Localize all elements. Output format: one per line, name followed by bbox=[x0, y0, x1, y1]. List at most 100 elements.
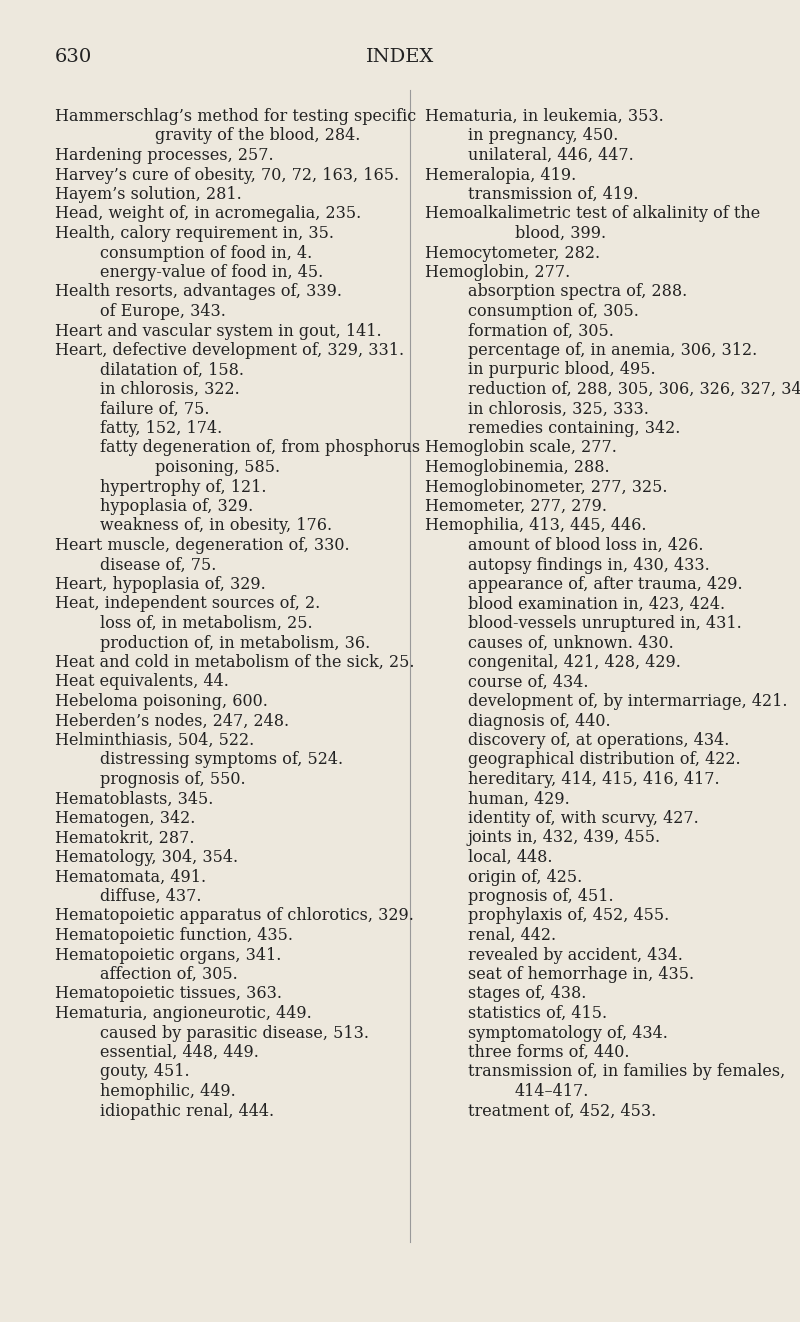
Text: caused by parasitic disease, 513.: caused by parasitic disease, 513. bbox=[100, 1025, 369, 1042]
Text: Hemophilia, 413, 445, 446.: Hemophilia, 413, 445, 446. bbox=[425, 517, 646, 534]
Text: joints in, 432, 439, 455.: joints in, 432, 439, 455. bbox=[468, 829, 661, 846]
Text: seat of hemorrhage in, 435.: seat of hemorrhage in, 435. bbox=[468, 966, 694, 984]
Text: autopsy findings in, 430, 433.: autopsy findings in, 430, 433. bbox=[468, 557, 710, 574]
Text: INDEX: INDEX bbox=[366, 48, 434, 66]
Text: poisoning, 585.: poisoning, 585. bbox=[155, 459, 280, 476]
Text: discovery of, at operations, 434.: discovery of, at operations, 434. bbox=[468, 732, 730, 750]
Text: affection of, 305.: affection of, 305. bbox=[100, 966, 238, 984]
Text: fatty, 152, 174.: fatty, 152, 174. bbox=[100, 420, 222, 438]
Text: gravity of the blood, 284.: gravity of the blood, 284. bbox=[155, 127, 360, 144]
Text: Hematokrit, 287.: Hematokrit, 287. bbox=[55, 829, 194, 846]
Text: appearance of, after trauma, 429.: appearance of, after trauma, 429. bbox=[468, 576, 742, 594]
Text: formation of, 305.: formation of, 305. bbox=[468, 323, 614, 340]
Text: in chlorosis, 325, 333.: in chlorosis, 325, 333. bbox=[468, 401, 649, 418]
Text: reduction of, 288, 305, 306, 326, 327, 349.: reduction of, 288, 305, 306, 326, 327, 3… bbox=[468, 381, 800, 398]
Text: remedies containing, 342.: remedies containing, 342. bbox=[468, 420, 680, 438]
Text: Heberden’s nodes, 247, 248.: Heberden’s nodes, 247, 248. bbox=[55, 713, 289, 730]
Text: dilatation of, 158.: dilatation of, 158. bbox=[100, 361, 244, 378]
Text: gouty, 451.: gouty, 451. bbox=[100, 1063, 190, 1080]
Text: absorption spectra of, 288.: absorption spectra of, 288. bbox=[468, 283, 687, 300]
Text: Hammerschlag’s method for testing specific: Hammerschlag’s method for testing specif… bbox=[55, 108, 416, 126]
Text: 414–417.: 414–417. bbox=[515, 1083, 590, 1100]
Text: Hematopoietic apparatus of chlorotics, 329.: Hematopoietic apparatus of chlorotics, 3… bbox=[55, 907, 414, 924]
Text: geographical distribution of, 422.: geographical distribution of, 422. bbox=[468, 751, 741, 768]
Text: loss of, in metabolism, 25.: loss of, in metabolism, 25. bbox=[100, 615, 313, 632]
Text: in purpuric blood, 495.: in purpuric blood, 495. bbox=[468, 361, 656, 378]
Text: Hematogen, 342.: Hematogen, 342. bbox=[55, 810, 195, 828]
Text: Health resorts, advantages of, 339.: Health resorts, advantages of, 339. bbox=[55, 283, 342, 300]
Text: course of, 434.: course of, 434. bbox=[468, 673, 589, 690]
Text: stages of, 438.: stages of, 438. bbox=[468, 985, 586, 1002]
Text: Heat and cold in metabolism of the sick, 25.: Heat and cold in metabolism of the sick,… bbox=[55, 654, 414, 672]
Text: weakness of, in obesity, 176.: weakness of, in obesity, 176. bbox=[100, 517, 332, 534]
Text: transmission of, 419.: transmission of, 419. bbox=[468, 186, 638, 204]
Text: failure of, 75.: failure of, 75. bbox=[100, 401, 210, 418]
Text: revealed by accident, 434.: revealed by accident, 434. bbox=[468, 947, 683, 964]
Text: 630: 630 bbox=[55, 48, 92, 66]
Text: hereditary, 414, 415, 416, 417.: hereditary, 414, 415, 416, 417. bbox=[468, 771, 720, 788]
Text: Helminthiasis, 504, 522.: Helminthiasis, 504, 522. bbox=[55, 732, 254, 750]
Text: production of, in metabolism, 36.: production of, in metabolism, 36. bbox=[100, 635, 370, 652]
Text: fatty degeneration of, from phosphorus: fatty degeneration of, from phosphorus bbox=[100, 439, 420, 456]
Text: Hematomata, 491.: Hematomata, 491. bbox=[55, 869, 206, 886]
Text: development of, by intermarriage, 421.: development of, by intermarriage, 421. bbox=[468, 693, 787, 710]
Text: disease of, 75.: disease of, 75. bbox=[100, 557, 216, 574]
Text: essential, 448, 449.: essential, 448, 449. bbox=[100, 1044, 259, 1062]
Text: Heart muscle, degeneration of, 330.: Heart muscle, degeneration of, 330. bbox=[55, 537, 350, 554]
Text: causes of, unknown. 430.: causes of, unknown. 430. bbox=[468, 635, 674, 652]
Text: percentage of, in anemia, 306, 312.: percentage of, in anemia, 306, 312. bbox=[468, 342, 758, 360]
Text: in pregnancy, 450.: in pregnancy, 450. bbox=[468, 127, 618, 144]
Text: prognosis of, 451.: prognosis of, 451. bbox=[468, 888, 614, 906]
Text: origin of, 425.: origin of, 425. bbox=[468, 869, 582, 886]
Text: three forms of, 440.: three forms of, 440. bbox=[468, 1044, 630, 1062]
Text: identity of, with scurvy, 427.: identity of, with scurvy, 427. bbox=[468, 810, 698, 828]
Text: Head, weight of, in acromegalia, 235.: Head, weight of, in acromegalia, 235. bbox=[55, 205, 362, 222]
Text: Hematopoietic function, 435.: Hematopoietic function, 435. bbox=[55, 927, 293, 944]
Text: Hematuria, in leukemia, 353.: Hematuria, in leukemia, 353. bbox=[425, 108, 664, 126]
Text: Hardening processes, 257.: Hardening processes, 257. bbox=[55, 147, 274, 164]
Text: of Europe, 343.: of Europe, 343. bbox=[100, 303, 226, 320]
Text: treatment of, 452, 453.: treatment of, 452, 453. bbox=[468, 1103, 656, 1120]
Text: Hayem’s solution, 281.: Hayem’s solution, 281. bbox=[55, 186, 242, 204]
Text: Hemoglobin scale, 277.: Hemoglobin scale, 277. bbox=[425, 439, 617, 456]
Text: hypoplasia of, 329.: hypoplasia of, 329. bbox=[100, 498, 254, 516]
Text: Hematoblasts, 345.: Hematoblasts, 345. bbox=[55, 791, 214, 808]
Text: Hemoglobinemia, 288.: Hemoglobinemia, 288. bbox=[425, 459, 610, 476]
Text: statistics of, 415.: statistics of, 415. bbox=[468, 1005, 607, 1022]
Text: diffuse, 437.: diffuse, 437. bbox=[100, 888, 202, 906]
Text: Hemometer, 277, 279.: Hemometer, 277, 279. bbox=[425, 498, 607, 516]
Text: idiopathic renal, 444.: idiopathic renal, 444. bbox=[100, 1103, 274, 1120]
Text: prognosis of, 550.: prognosis of, 550. bbox=[100, 771, 246, 788]
Text: symptomatology of, 434.: symptomatology of, 434. bbox=[468, 1025, 668, 1042]
Text: hemophilic, 449.: hemophilic, 449. bbox=[100, 1083, 236, 1100]
Text: diagnosis of, 440.: diagnosis of, 440. bbox=[468, 713, 610, 730]
Text: Heat equivalents, 44.: Heat equivalents, 44. bbox=[55, 673, 229, 690]
Text: local, 448.: local, 448. bbox=[468, 849, 553, 866]
Text: Health, calory requirement in, 35.: Health, calory requirement in, 35. bbox=[55, 225, 334, 242]
Text: prophylaxis of, 452, 455.: prophylaxis of, 452, 455. bbox=[468, 907, 670, 924]
Text: blood-vessels unruptured in, 431.: blood-vessels unruptured in, 431. bbox=[468, 615, 742, 632]
Text: Hemoalkalimetric test of alkalinity of the: Hemoalkalimetric test of alkalinity of t… bbox=[425, 205, 760, 222]
Text: Hematopoietic tissues, 363.: Hematopoietic tissues, 363. bbox=[55, 985, 282, 1002]
Text: Hematology, 304, 354.: Hematology, 304, 354. bbox=[55, 849, 238, 866]
Text: Hemoglobinometer, 277, 325.: Hemoglobinometer, 277, 325. bbox=[425, 479, 667, 496]
Text: amount of blood loss in, 426.: amount of blood loss in, 426. bbox=[468, 537, 703, 554]
Text: renal, 442.: renal, 442. bbox=[468, 927, 556, 944]
Text: Hematuria, angioneurotic, 449.: Hematuria, angioneurotic, 449. bbox=[55, 1005, 312, 1022]
Text: congenital, 421, 428, 429.: congenital, 421, 428, 429. bbox=[468, 654, 681, 672]
Text: Hemoglobin, 277.: Hemoglobin, 277. bbox=[425, 264, 570, 282]
Text: energy-value of food in, 45.: energy-value of food in, 45. bbox=[100, 264, 323, 282]
Text: hypertrophy of, 121.: hypertrophy of, 121. bbox=[100, 479, 266, 496]
Text: unilateral, 446, 447.: unilateral, 446, 447. bbox=[468, 147, 634, 164]
Text: distressing symptoms of, 524.: distressing symptoms of, 524. bbox=[100, 751, 343, 768]
Text: Heart, hypoplasia of, 329.: Heart, hypoplasia of, 329. bbox=[55, 576, 266, 594]
Text: in chlorosis, 322.: in chlorosis, 322. bbox=[100, 381, 240, 398]
Text: Hemocytometer, 282.: Hemocytometer, 282. bbox=[425, 245, 600, 262]
Text: Heart, defective development of, 329, 331.: Heart, defective development of, 329, 33… bbox=[55, 342, 404, 360]
Text: consumption of, 305.: consumption of, 305. bbox=[468, 303, 639, 320]
Text: Heart and vascular system in gout, 141.: Heart and vascular system in gout, 141. bbox=[55, 323, 382, 340]
Text: Hematopoietic organs, 341.: Hematopoietic organs, 341. bbox=[55, 947, 282, 964]
Text: Harvey’s cure of obesity, 70, 72, 163, 165.: Harvey’s cure of obesity, 70, 72, 163, 1… bbox=[55, 167, 399, 184]
Text: Hebeloma poisoning, 600.: Hebeloma poisoning, 600. bbox=[55, 693, 268, 710]
Text: Hemeralopia, 419.: Hemeralopia, 419. bbox=[425, 167, 576, 184]
